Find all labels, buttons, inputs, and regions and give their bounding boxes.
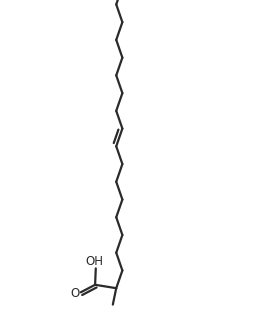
Text: O: O <box>70 287 80 300</box>
Text: OH: OH <box>85 255 103 268</box>
